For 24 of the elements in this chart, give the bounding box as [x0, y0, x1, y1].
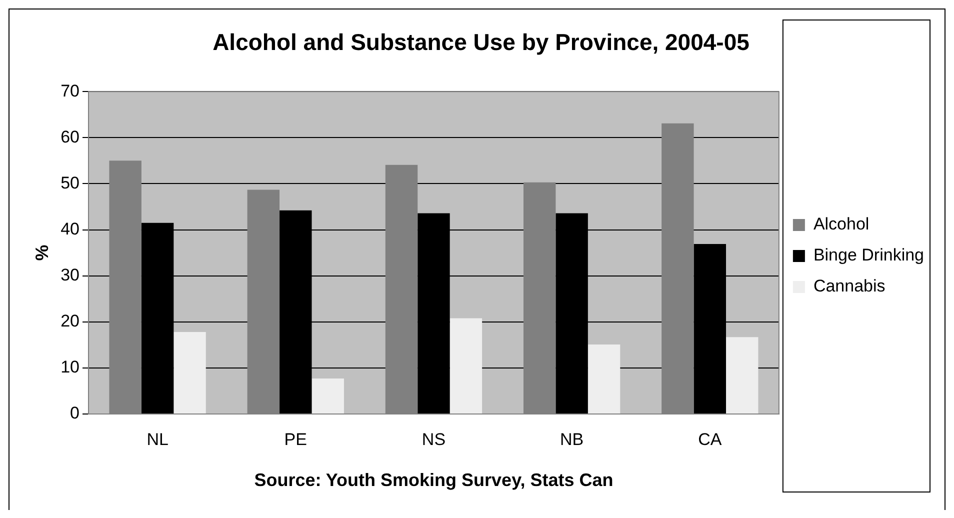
- y-tick-label: 60: [60, 127, 80, 146]
- bar: [312, 378, 344, 414]
- x-tick-label: NB: [560, 430, 584, 449]
- y-tick-label: 40: [60, 219, 80, 238]
- y-tick-label: 0: [70, 404, 80, 423]
- legend-label: Binge Drinking: [813, 246, 924, 265]
- y-axis-title: %: [32, 244, 52, 261]
- y-tick-label: 30: [60, 266, 80, 285]
- y-tick-label: 10: [60, 358, 80, 377]
- bar: [450, 318, 482, 414]
- chart-title: Alcohol and Substance Use by Province, 2004-05: [212, 29, 750, 56]
- y-tick-label: 50: [60, 173, 80, 192]
- x-axis-title: Source: Youth Smoking Survey, Stats Can: [254, 470, 614, 490]
- x-tick-label: CA: [698, 430, 722, 449]
- y-tick-label: 70: [60, 81, 80, 100]
- bar: [726, 337, 758, 414]
- bar: [588, 344, 620, 414]
- y-tick-label: 20: [60, 312, 80, 331]
- x-tick-label: NS: [422, 430, 446, 449]
- x-tick-label: NL: [146, 430, 168, 449]
- bar: [174, 332, 206, 414]
- legend-label: Cannabis: [813, 276, 886, 296]
- legend-label: Alcohol: [813, 214, 870, 234]
- x-tick-label: PE: [284, 430, 307, 449]
